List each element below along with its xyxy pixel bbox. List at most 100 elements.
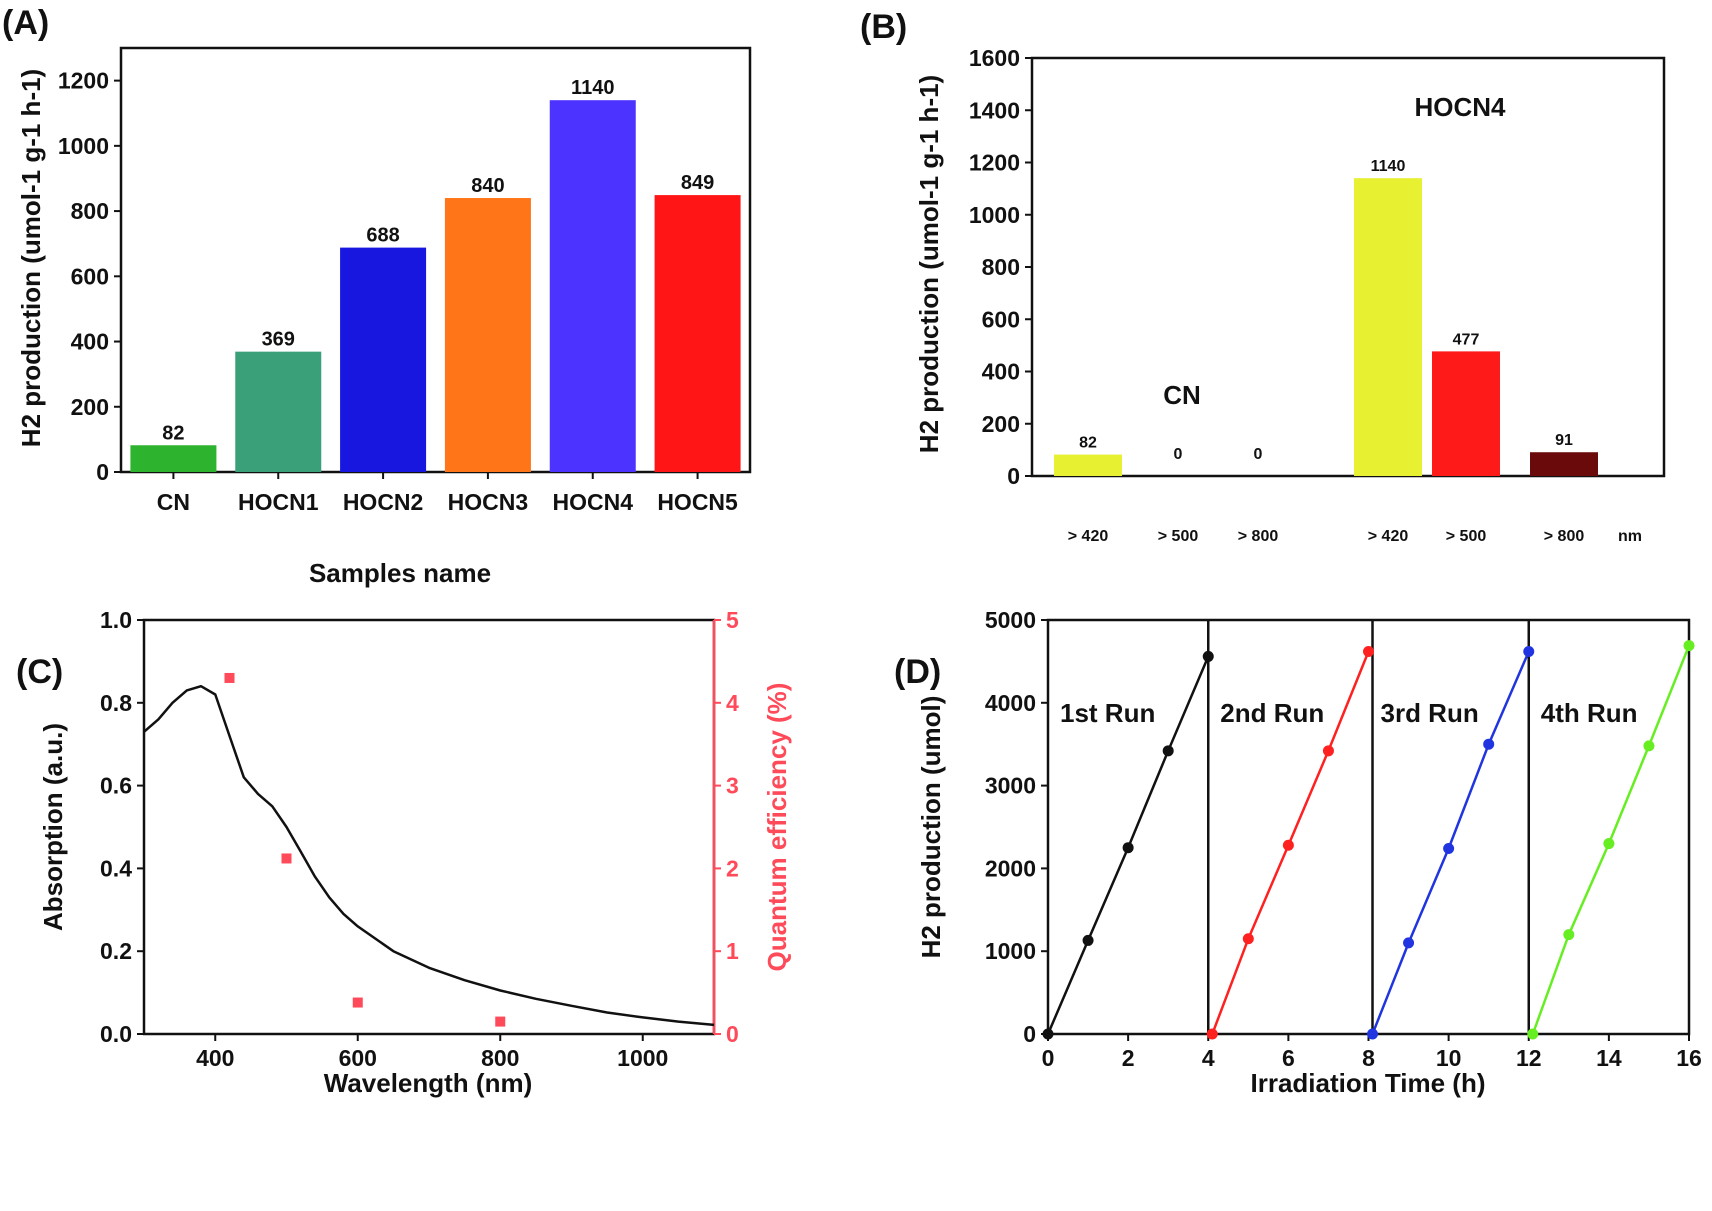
panel-d-x-tick-label: 10 xyxy=(1436,1045,1462,1071)
panel-b-y-axis-label-text: H2 production (umol-1 g-1 h-1) xyxy=(914,75,944,453)
panel-a-data-label: 688 xyxy=(366,225,399,247)
panel-d-series-point xyxy=(1042,1028,1054,1040)
panel-d-y-tick-label: 3000 xyxy=(985,773,1036,799)
panel-b-data-label: 0 xyxy=(1174,446,1183,463)
panel-d-x-axis-label: Irradiation Time (h) xyxy=(1251,1068,1486,1098)
panel-d-run-label: 2nd Run xyxy=(1220,698,1324,728)
panel-d-series-point xyxy=(1603,838,1615,850)
panel-d-series-point xyxy=(1122,842,1134,854)
panel-c-label: (C) xyxy=(16,653,63,691)
panel-d-series-point xyxy=(1443,843,1455,855)
panel-a-bar xyxy=(235,351,322,472)
panel-c-x-tick-label: 600 xyxy=(339,1045,377,1071)
panel-c-x-tick-label: 400 xyxy=(196,1045,234,1071)
panel-b-bar xyxy=(1054,454,1122,476)
panel-a-label: (A) xyxy=(2,4,49,42)
panel-b-frame xyxy=(1030,56,1666,478)
panel-d-x-tick-label: 4 xyxy=(1202,1045,1215,1071)
panel-d-series-point xyxy=(1322,745,1334,757)
panel-a-data-label: 849 xyxy=(681,172,714,194)
panel-a-bar xyxy=(130,445,217,472)
panel-d-x-tick-label: 14 xyxy=(1596,1045,1622,1071)
panel-a-x-tick-label: HOCN5 xyxy=(657,489,738,515)
panel-b-y-tick-label: 200 xyxy=(982,411,1020,437)
panel-d-y-tick-label: 2000 xyxy=(985,855,1036,881)
panel-a-y-tick-label: 1000 xyxy=(58,133,109,159)
panel-a-y-axis-label: H2 production (umol-1 g-1 h-1) xyxy=(16,69,46,447)
panel-c-y-tick-label: 0.0 xyxy=(100,1021,132,1047)
panel-d-run-label: 1st Run xyxy=(1060,698,1155,728)
panel-a: (A) 0 200 400 600 800 1000 1200 CN 82 HOCN1 369 HO… xyxy=(2,4,752,588)
panel-c-x-axis-label: Wavelength (nm) xyxy=(324,1068,532,1098)
panel-d-series-point xyxy=(1523,645,1535,657)
panel-b-x-tick-label: > 500 xyxy=(1158,528,1199,545)
panel-c-y2-tick-label: 5 xyxy=(726,607,739,633)
panel-a-y-ticks: 0 200 400 600 800 1000 1200 xyxy=(58,68,121,485)
panel-a-bar xyxy=(444,198,531,472)
panel-b-x-tick-label: > 420 xyxy=(1068,528,1109,545)
panel-b-y-tick-label: 600 xyxy=(982,306,1020,332)
panel-a-x-tick-label: HOCN2 xyxy=(343,489,424,515)
panel-a-data-label: 369 xyxy=(262,329,295,351)
panel-b-data-label: 477 xyxy=(1453,331,1480,348)
panel-b-x-tick-label: > 420 xyxy=(1368,528,1409,545)
panel-d-series-point xyxy=(1643,740,1655,752)
panel-d-x-tick-label: 12 xyxy=(1516,1045,1542,1071)
panel-d-series-point xyxy=(1367,1028,1379,1040)
panel-b-y-tick-label: 1200 xyxy=(969,150,1020,176)
panel-d-y-tick-label: 5000 xyxy=(985,607,1036,633)
panel-b-y-tick-label: 1600 xyxy=(969,45,1020,71)
panel-d-y-axis-label: H2 production (umol) xyxy=(916,696,946,959)
panel-c-y-tick-label: 0.2 xyxy=(100,938,132,964)
panel-d-y-axis-label-text: H2 production (umol) xyxy=(916,696,946,959)
panel-b-data-label: 91 xyxy=(1555,432,1573,449)
panel-c-y2-axis-label: Quantum efficiency (%) xyxy=(762,683,792,972)
panel-b-y-tick-label: 1000 xyxy=(969,202,1020,228)
panel-c-x-tick-label: 1000 xyxy=(617,1045,668,1071)
panel-c-y2-tick-label: 1 xyxy=(726,938,739,964)
panel-c-y2-tick-label: 2 xyxy=(726,855,739,881)
panel-c-qe-point xyxy=(281,853,292,864)
panel-c-qe-point xyxy=(495,1016,506,1027)
panel-b: (B) 0 200 400 600 800 1000 1200 1400 1600 > 420 8… xyxy=(860,8,1666,545)
panel-c-y2-tick-label: 4 xyxy=(726,690,739,716)
panel-c-y2-tick-label: 3 xyxy=(726,773,739,799)
panel-b-x-tick-label: > 800 xyxy=(1238,528,1279,545)
panel-d-series-point xyxy=(1563,929,1575,941)
panel-b-y-tick-label: 1400 xyxy=(969,97,1020,123)
panel-d: (D) 0 1000 2000 3000 4000 5000 0 2 4 6 8 10 12 14 16 1… xyxy=(894,607,1702,1098)
panel-b-group-label-hocn4: HOCN4 xyxy=(1414,92,1506,122)
panel-d-series-point xyxy=(1206,1028,1218,1040)
panel-a-y-tick-label: 200 xyxy=(71,394,109,420)
panel-a-y-tick-label: 0 xyxy=(96,459,109,485)
panel-b-bar xyxy=(1432,351,1500,476)
panel-b-data-label: 1140 xyxy=(1371,158,1406,175)
panel-a-x-tick-label: HOCN1 xyxy=(238,489,319,515)
panel-d-series-point xyxy=(1527,1028,1539,1040)
panel-d-x-tick-label: 16 xyxy=(1676,1045,1702,1071)
panel-d-series-point xyxy=(1202,650,1214,662)
panel-a-y-tick-label: 1200 xyxy=(58,68,109,94)
panel-c-y-tick-label: 0.6 xyxy=(100,773,132,799)
panel-a-y-tick-label: 800 xyxy=(71,198,109,224)
panel-a-bar xyxy=(340,247,427,472)
panel-c-plot xyxy=(143,672,715,1027)
panel-d-series-point xyxy=(1363,645,1374,657)
panel-b-data-label: 82 xyxy=(1079,435,1097,452)
panel-b-label: (B) xyxy=(860,8,907,46)
panel-d-x-tick-label: 8 xyxy=(1362,1045,1375,1071)
panel-a-x-axis-label: Samples name xyxy=(309,558,491,588)
panel-c-absorption-line xyxy=(143,684,715,1027)
panel-d-y-tick-label: 0 xyxy=(1023,1021,1036,1047)
panel-d-series-point xyxy=(1282,839,1294,851)
panel-c-y-tick-label: 1.0 xyxy=(100,607,132,633)
panel-a-y-axis-label-text: H2 production (umol-1 g-1 h-1) xyxy=(16,69,46,447)
panel-d-label: (D) xyxy=(894,653,941,691)
panel-c-ticks: 0.0 0.2 0.4 0.6 0.8 1.0 0 1 2 3 4 5 400 600 800 1000 xyxy=(100,607,739,1071)
panel-b-x-tick-label: > 500 xyxy=(1446,528,1487,545)
panel-a-x-tick-label: CN xyxy=(157,489,190,515)
panel-c-y2-tick-label: 0 xyxy=(726,1021,739,1047)
panel-a-data-label: 840 xyxy=(471,175,504,197)
panel-d-ticks: 0 1000 2000 3000 4000 5000 0 2 4 6 8 10 12 14 16 xyxy=(985,607,1702,1071)
